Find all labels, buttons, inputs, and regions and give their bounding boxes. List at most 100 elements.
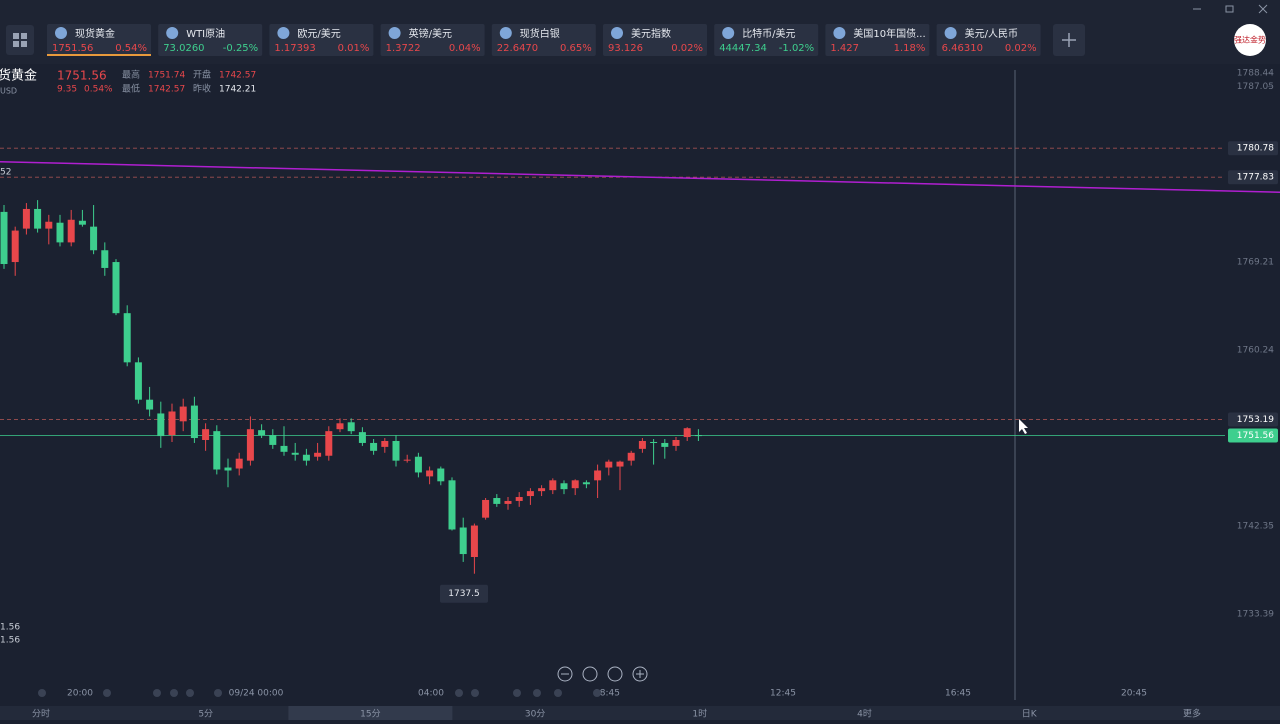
timeframe-tab[interactable]: 5分 (198, 709, 213, 720)
ticker-name: 美元指数 (631, 27, 671, 40)
candle-body (560, 483, 568, 490)
low-label: 1737.5 (448, 589, 480, 599)
event-marker[interactable] (103, 689, 111, 697)
ticker-card[interactable] (825, 24, 930, 56)
zoom-out[interactable] (557, 666, 573, 682)
ticker-icon (944, 27, 957, 39)
candle-body (526, 491, 534, 497)
candle-body (90, 226, 98, 251)
ticker-name: 美国10年国债... (853, 27, 925, 40)
candle-body (694, 435, 702, 437)
candle-body (482, 499, 490, 518)
ticker-card[interactable] (491, 24, 596, 56)
ticker-card[interactable] (158, 24, 263, 56)
event-marker[interactable] (186, 689, 194, 697)
ticker-change: 0.01% (338, 43, 370, 54)
event-marker[interactable] (533, 689, 541, 697)
forward[interactable] (607, 666, 623, 682)
ticker-price: 6.46310 (942, 43, 983, 54)
quote-prev: 1742.21 (219, 85, 256, 95)
candle-body (0, 211, 8, 265)
candle-body (246, 429, 254, 461)
event-marker[interactable] (170, 689, 178, 697)
candle-body (101, 250, 109, 268)
zoom-in[interactable] (632, 666, 648, 682)
quote-change-pct: 0.54% (84, 85, 113, 95)
ticker-card[interactable] (47, 24, 151, 56)
moving-average (0, 161, 1280, 193)
event-marker[interactable] (471, 689, 479, 697)
candle-body (627, 452, 635, 461)
event-marker[interactable] (554, 689, 562, 697)
timeframe-tab[interactable]: 1时 (692, 708, 707, 720)
candle-body (34, 208, 42, 229)
left-label: 1.56 (0, 636, 20, 646)
ticker-name: 比特币/美元 (742, 27, 795, 40)
ticker-icon (722, 27, 735, 39)
menu-button[interactable] (6, 25, 34, 55)
candle-body (347, 422, 355, 432)
x-tick-label: 20:00 (67, 689, 93, 699)
candle-body (437, 468, 445, 482)
candle-body (414, 456, 422, 473)
quote-high-label: 最高 (122, 69, 140, 81)
ticker-price: 73.0260 (163, 43, 204, 54)
candle-body (157, 413, 165, 437)
window-controls[interactable] (1193, 4, 1268, 14)
candle-body (258, 430, 266, 436)
ticker-card[interactable] (269, 24, 374, 56)
event-marker[interactable] (455, 689, 463, 697)
ticker-card[interactable] (936, 24, 1041, 56)
ticker-price: 1.17393 (274, 43, 315, 54)
ticker-card[interactable] (714, 24, 819, 56)
ticker-icon (55, 27, 67, 39)
back[interactable] (582, 666, 598, 682)
low-tag (440, 584, 488, 603)
ticker-name: 英镑/美元 (409, 27, 452, 40)
price-level-tag (1228, 412, 1278, 427)
price-level-tag (1228, 141, 1278, 156)
x-tick-label: 04:00 (418, 689, 444, 699)
price-level-label: 1753.19 (1237, 415, 1274, 425)
candle-body (146, 399, 154, 410)
candle-body (67, 219, 75, 243)
quote-low: 1742.57 (148, 85, 185, 95)
timeframe-bar (0, 706, 1280, 720)
candle-body (280, 445, 288, 452)
candle-body (661, 442, 669, 447)
candle-body (459, 527, 467, 555)
ticker-card[interactable] (603, 24, 707, 56)
event-marker[interactable] (513, 689, 521, 697)
price-level-label: 1780.78 (1237, 144, 1274, 154)
ticker-icon (833, 27, 846, 39)
left-label: 1.56 (0, 623, 20, 633)
ticker-price: 1751.56 (52, 43, 93, 54)
timeframe-tab[interactable]: 更多 (1183, 708, 1201, 720)
timeframe-tab[interactable]: 4时 (857, 708, 872, 720)
timeframe-tab[interactable]: 日K (1022, 709, 1038, 720)
ticker-icon (388, 27, 401, 39)
event-marker[interactable] (593, 689, 601, 697)
candle-body (549, 480, 557, 491)
event-marker[interactable] (214, 689, 222, 697)
candle-body (235, 458, 243, 469)
ticker-price: 1.3722 (386, 43, 421, 54)
ticker-card[interactable] (380, 24, 485, 56)
candle-body (605, 461, 613, 468)
timeframe-tab[interactable]: 30分 (525, 709, 545, 720)
event-marker[interactable] (38, 689, 46, 697)
timeframe-tab[interactable]: 分时 (32, 708, 50, 720)
timeframe-tab[interactable]: 15分 (360, 709, 380, 720)
price-level-label: 1777.83 (1237, 173, 1274, 183)
ticker-name: 美元/人民币 (965, 27, 1018, 40)
zoom-controls (557, 666, 648, 682)
candle-body (269, 435, 277, 445)
event-marker[interactable] (153, 689, 161, 697)
candle-body (190, 405, 198, 439)
grid-icon (13, 33, 27, 47)
candle-body (616, 461, 624, 467)
candle-body (213, 431, 221, 470)
candle-body (426, 470, 434, 477)
candle-body (22, 208, 30, 229)
